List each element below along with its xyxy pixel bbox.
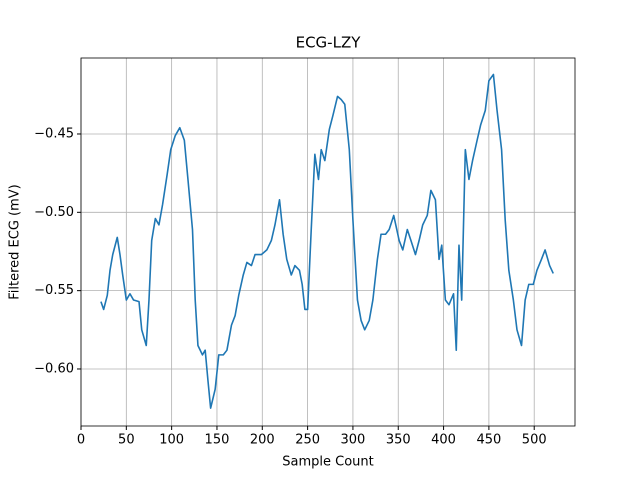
chart-title: ECG-LZY	[296, 34, 362, 52]
x-tick-label: 400	[431, 433, 456, 448]
x-tick-label: 50	[118, 433, 135, 448]
x-tick-label: 350	[386, 433, 411, 448]
x-tick-label: 200	[250, 433, 275, 448]
x-tick-label: 250	[295, 433, 320, 448]
y-tick-label: −0.45	[34, 126, 74, 141]
y-tick-label: −0.55	[34, 283, 74, 298]
x-tick-label: 450	[476, 433, 501, 448]
y-axis-label: Filtered ECG (mV)	[8, 184, 23, 300]
data-line	[100, 73, 554, 409]
x-tick-label: 0	[77, 433, 85, 448]
plot-frame	[80, 57, 576, 427]
x-tick-label: 500	[522, 433, 547, 448]
x-tick-label: 150	[205, 433, 230, 448]
x-axis-label: Sample Count	[282, 455, 373, 470]
x-tick-label: 300	[341, 433, 366, 448]
x-tick-label: 100	[159, 433, 184, 448]
y-tick-label: −0.60	[34, 361, 74, 376]
y-tick-label: −0.50	[34, 205, 74, 220]
